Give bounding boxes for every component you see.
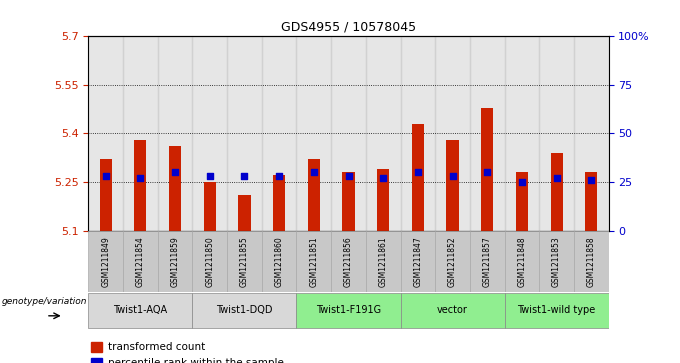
Bar (505, 36, 539, 231)
Bar (88, 36, 123, 231)
Bar (88, 293, 192, 328)
Point (481, 170, 492, 175)
Point (378, 175, 389, 181)
Bar (551, 153, 562, 231)
Text: percentile rank within the sample: percentile rank within the sample (108, 358, 284, 363)
Bar (273, 175, 285, 231)
Bar (296, 293, 401, 328)
Text: GSM1211848: GSM1211848 (517, 236, 526, 287)
Bar (539, 231, 574, 292)
Bar (308, 159, 320, 231)
Text: GSM1211847: GSM1211847 (413, 236, 422, 287)
Point (204, 173, 215, 179)
Bar (435, 36, 470, 231)
Bar (401, 36, 435, 231)
Text: GSM1211858: GSM1211858 (587, 236, 596, 287)
Bar (135, 140, 146, 231)
Bar (158, 231, 192, 292)
Text: GSM1211850: GSM1211850 (205, 236, 214, 287)
Point (273, 173, 284, 179)
Text: GSM1211851: GSM1211851 (309, 236, 318, 287)
Bar (447, 140, 458, 231)
Text: genotype/variation: genotype/variation (2, 297, 87, 306)
Point (585, 177, 597, 183)
Text: GSM1211849: GSM1211849 (101, 236, 110, 287)
Bar (227, 36, 262, 231)
Bar (123, 231, 158, 292)
Point (551, 175, 562, 181)
Bar (435, 231, 470, 292)
Text: GSM1211853: GSM1211853 (552, 236, 561, 287)
Bar (192, 231, 227, 292)
Bar (331, 231, 366, 292)
Bar (516, 172, 528, 231)
Text: Twist1-AQA: Twist1-AQA (114, 305, 167, 315)
Bar (377, 169, 389, 231)
Bar (470, 36, 505, 231)
Bar (88, 231, 123, 292)
Point (447, 173, 458, 179)
Point (101, 173, 112, 179)
Point (170, 170, 181, 175)
Bar (574, 231, 609, 292)
Bar (343, 172, 354, 231)
Point (412, 170, 423, 175)
Bar (401, 231, 435, 292)
Text: GSM1211861: GSM1211861 (379, 236, 388, 287)
Title: GDS4955 / 10578045: GDS4955 / 10578045 (281, 21, 416, 34)
Bar (296, 231, 331, 292)
Bar (262, 231, 296, 292)
Bar (401, 293, 505, 328)
Bar (158, 36, 192, 231)
Bar (169, 146, 181, 231)
Bar (296, 36, 331, 231)
Point (517, 179, 528, 185)
Point (239, 173, 250, 179)
Text: Twist1-wild type: Twist1-wild type (517, 305, 596, 315)
Bar (192, 36, 227, 231)
Text: GSM1211860: GSM1211860 (275, 236, 284, 287)
Text: GSM1211857: GSM1211857 (483, 236, 492, 287)
Bar (331, 36, 366, 231)
Bar (539, 36, 574, 231)
Bar (574, 36, 609, 231)
Bar (192, 293, 296, 328)
Bar (366, 231, 401, 292)
Text: GSM1211854: GSM1211854 (136, 236, 145, 287)
Text: vector: vector (437, 305, 468, 315)
Bar (481, 107, 493, 231)
Bar (227, 231, 262, 292)
Bar (505, 293, 609, 328)
Bar (366, 36, 401, 231)
Bar (91, 358, 103, 363)
Text: Twist1-F191G: Twist1-F191G (316, 305, 381, 315)
Text: Twist1-DQD: Twist1-DQD (216, 305, 273, 315)
Text: GSM1211859: GSM1211859 (171, 236, 180, 287)
Bar (262, 36, 296, 231)
Bar (412, 124, 424, 231)
Point (308, 170, 320, 175)
Text: transformed count: transformed count (108, 342, 205, 352)
Bar (585, 172, 597, 231)
Bar (91, 342, 103, 352)
Point (343, 173, 354, 179)
Bar (204, 182, 216, 231)
Bar (100, 159, 112, 231)
Text: GSM1211852: GSM1211852 (448, 236, 457, 287)
Bar (505, 231, 539, 292)
Bar (470, 231, 505, 292)
Text: GSM1211855: GSM1211855 (240, 236, 249, 287)
Point (135, 175, 146, 181)
Text: GSM1211856: GSM1211856 (344, 236, 353, 287)
Bar (239, 195, 250, 231)
Bar (123, 36, 158, 231)
